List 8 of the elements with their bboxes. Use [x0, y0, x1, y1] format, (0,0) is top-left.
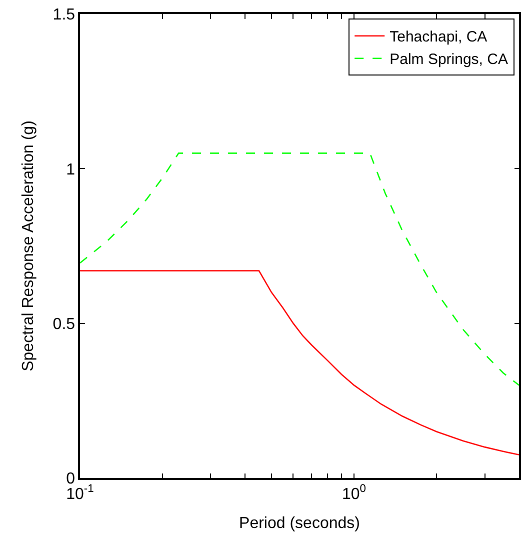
y-tick-label: 1.5	[52, 6, 76, 24]
x-tick-label: 10$^{0}$	[342, 483, 366, 503]
y-axis-title: Spectral Response Acceleration (g)	[20, 120, 38, 372]
x-axis-title: Period (seconds)	[239, 515, 360, 532]
y-tick-label: 1	[66, 161, 76, 178]
y-tick-label: 0.5	[52, 316, 76, 333]
legend-label: Tehachapi, CA	[390, 28, 488, 46]
legend-label: Palm Springs, CA	[390, 51, 508, 68]
